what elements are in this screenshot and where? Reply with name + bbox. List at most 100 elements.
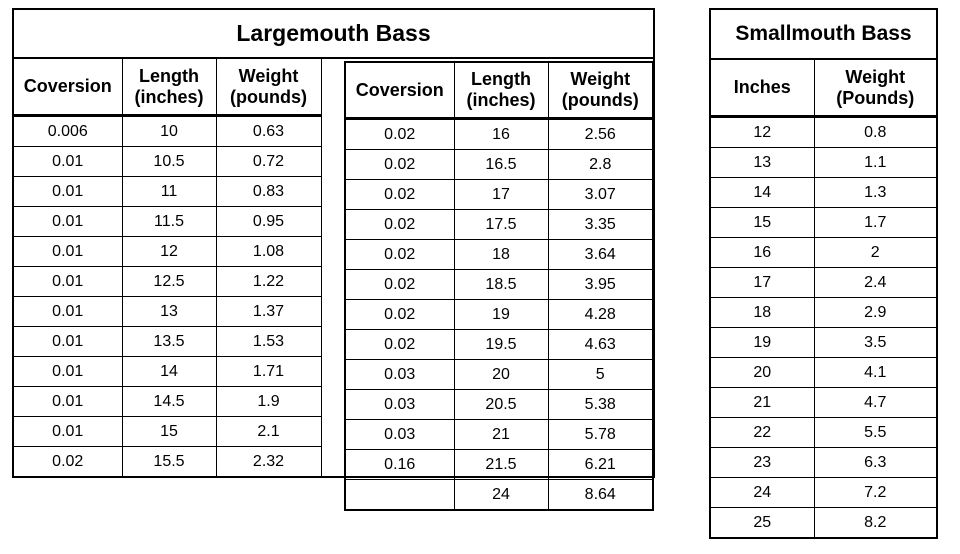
lm-left-conversion-cell: 0.01 (12, 356, 123, 387)
lm-left-weight-cell: 1.53 (215, 326, 322, 357)
lm-right-conversion-cell: 0.03 (344, 359, 455, 390)
table-row: 24 8.64 (344, 479, 654, 511)
lm-left-conversion-cell: 0.01 (12, 416, 123, 447)
table-row: 0.01 13 1.37 (12, 296, 654, 327)
lm-right-conversion-cell: 0.03 (344, 389, 455, 420)
lm-right-length-cell: 21 (453, 419, 549, 450)
sm-weight-cell: 4.7 (813, 387, 938, 418)
lm-right-conversion-cell: 0.02 (344, 299, 455, 330)
sm-inches-cell: 13 (709, 147, 815, 178)
lm-right-length-cell: 19.5 (453, 329, 549, 360)
sm-weight-cell: 1.3 (813, 177, 938, 208)
lm-right-conversion-cell: 0.03 (344, 419, 455, 450)
lm-right-length-cell: 24 (453, 479, 549, 511)
table-row: 0.01 15 2.1 (12, 416, 654, 447)
lm-left-rows: 0.006 10 0.63 0.01 10.5 0.72 0.01 11 0.83 0.01 11.… (12, 115, 654, 478)
table-row: 0.01 11 0.83 (12, 176, 654, 207)
sm-weight-cell: 2.9 (813, 297, 938, 328)
lm-right-rows: 0.02 16 2.56 0.02 16.5 2.8 0.02 17 3.07 0.02 17.5 3… (344, 118, 654, 511)
lm-left-length-cell: 11 (121, 176, 217, 207)
lm-left-length-cell: 15.5 (121, 446, 217, 478)
lm-right-weight-cell: 8.64 (547, 479, 654, 511)
table-row: 0.03 20 5 (344, 359, 654, 390)
lm-left-weight-cell: 0.83 (215, 176, 322, 207)
sm-inches-cell: 25 (709, 507, 815, 539)
sm-inches-cell: 24 (709, 477, 815, 508)
table-row: 0.02 15.5 2.32 (12, 446, 654, 478)
sm-inches-cell: 12 (709, 116, 815, 148)
table-row: 0.01 13.5 1.53 (12, 326, 654, 357)
lm-right-weight-cell: 3.07 (547, 179, 654, 210)
sm-weight-cell: 1.1 (813, 147, 938, 178)
lm-right-weight-cell: 4.28 (547, 299, 654, 330)
table-row: 16 2 (709, 237, 938, 268)
table-row: 0.02 16.5 2.8 (344, 149, 654, 180)
table-row: 0.16 21.5 6.21 (344, 449, 654, 480)
lm-left-length-cell: 14.5 (121, 386, 217, 417)
sm-inches-cell: 18 (709, 297, 815, 328)
lm-right-length-cell: 18.5 (453, 269, 549, 300)
sm-weight-cell: 2.4 (813, 267, 938, 298)
lm-right-conversion-cell: 0.02 (344, 329, 455, 360)
lm-right-header-conversion: Coversion (344, 61, 455, 120)
table-row: 25 8.2 (709, 507, 938, 539)
lm-right-conversion-cell: 0.02 (344, 239, 455, 270)
lm-left-length-cell: 10 (121, 115, 217, 147)
lm-right-weight-cell: 4.63 (547, 329, 654, 360)
sm-weight-cell: 7.2 (813, 477, 938, 508)
lm-right-weight-cell: 2.56 (547, 118, 654, 150)
sm-inches-cell: 16 (709, 237, 815, 268)
lm-left-conversion-cell: 0.01 (12, 206, 123, 237)
lm-left-weight-cell: 2.32 (215, 446, 322, 478)
table-row: 0.01 10.5 0.72 (12, 146, 654, 177)
lm-left-weight-cell: 0.95 (215, 206, 322, 237)
lm-left-length-cell: 12.5 (121, 266, 217, 297)
lm-left-length-cell: 12 (121, 236, 217, 267)
lm-right-length-cell: 19 (453, 299, 549, 330)
table-row: 0.03 20.5 5.38 (344, 389, 654, 420)
lm-left-weight-cell: 1.22 (215, 266, 322, 297)
table-row: 0.01 11.5 0.95 (12, 206, 654, 237)
lm-left-conversion-cell: 0.01 (12, 386, 123, 417)
lm-left-length-cell: 13 (121, 296, 217, 327)
lm-left-header-weight: Weight (pounds) (215, 57, 322, 117)
lm-right-length-cell: 16 (453, 118, 549, 150)
sm-header-weight: Weight (Pounds) (813, 58, 938, 118)
sm-inches-cell: 20 (709, 357, 815, 388)
lm-left-weight-cell: 1.71 (215, 356, 322, 387)
lm-right-weight-cell: 2.8 (547, 149, 654, 180)
lm-left-weight-cell: 2.1 (215, 416, 322, 447)
lm-right-length-cell: 17.5 (453, 209, 549, 240)
lm-right-conversion-cell: 0.16 (344, 449, 455, 480)
lm-right-length-cell: 20.5 (453, 389, 549, 420)
lm-left-length-cell: 10.5 (121, 146, 217, 177)
lm-right-length-cell: 18 (453, 239, 549, 270)
lm-left-conversion-cell: 0.01 (12, 296, 123, 327)
table-row: 13 1.1 (709, 147, 938, 178)
table-row: 22 5.5 (709, 417, 938, 448)
table-row: 0.02 18.5 3.95 (344, 269, 654, 300)
lm-left-conversion-cell: 0.01 (12, 146, 123, 177)
lm-right-conversion-cell: 0.02 (344, 179, 455, 210)
table-row: 0.01 14 1.71 (12, 356, 654, 387)
lm-left-length-cell: 14 (121, 356, 217, 387)
sm-weight-cell: 0.8 (813, 116, 938, 148)
lm-left-weight-cell: 1.9 (215, 386, 322, 417)
table-row: 17 2.4 (709, 267, 938, 298)
sm-weight-cell: 6.3 (813, 447, 938, 478)
table-row: 14 1.3 (709, 177, 938, 208)
lm-right-weight-cell: 3.35 (547, 209, 654, 240)
lm-left-weight-cell: 0.72 (215, 146, 322, 177)
lm-right-conversion-cell: 0.02 (344, 269, 455, 300)
table-row: 21 4.7 (709, 387, 938, 418)
lm-left-length-cell: 13.5 (121, 326, 217, 357)
lm-right-weight-cell: 5.78 (547, 419, 654, 450)
lm-left-length-cell: 11.5 (121, 206, 217, 237)
lm-right-length-cell: 17 (453, 179, 549, 210)
sm-inches-cell: 14 (709, 177, 815, 208)
sm-weight-cell: 2 (813, 237, 938, 268)
sm-inches-cell: 23 (709, 447, 815, 478)
sm-weight-cell: 8.2 (813, 507, 938, 539)
smallmouth-title: Smallmouth Bass (709, 8, 938, 60)
table-row: 0.02 17 3.07 (344, 179, 654, 210)
